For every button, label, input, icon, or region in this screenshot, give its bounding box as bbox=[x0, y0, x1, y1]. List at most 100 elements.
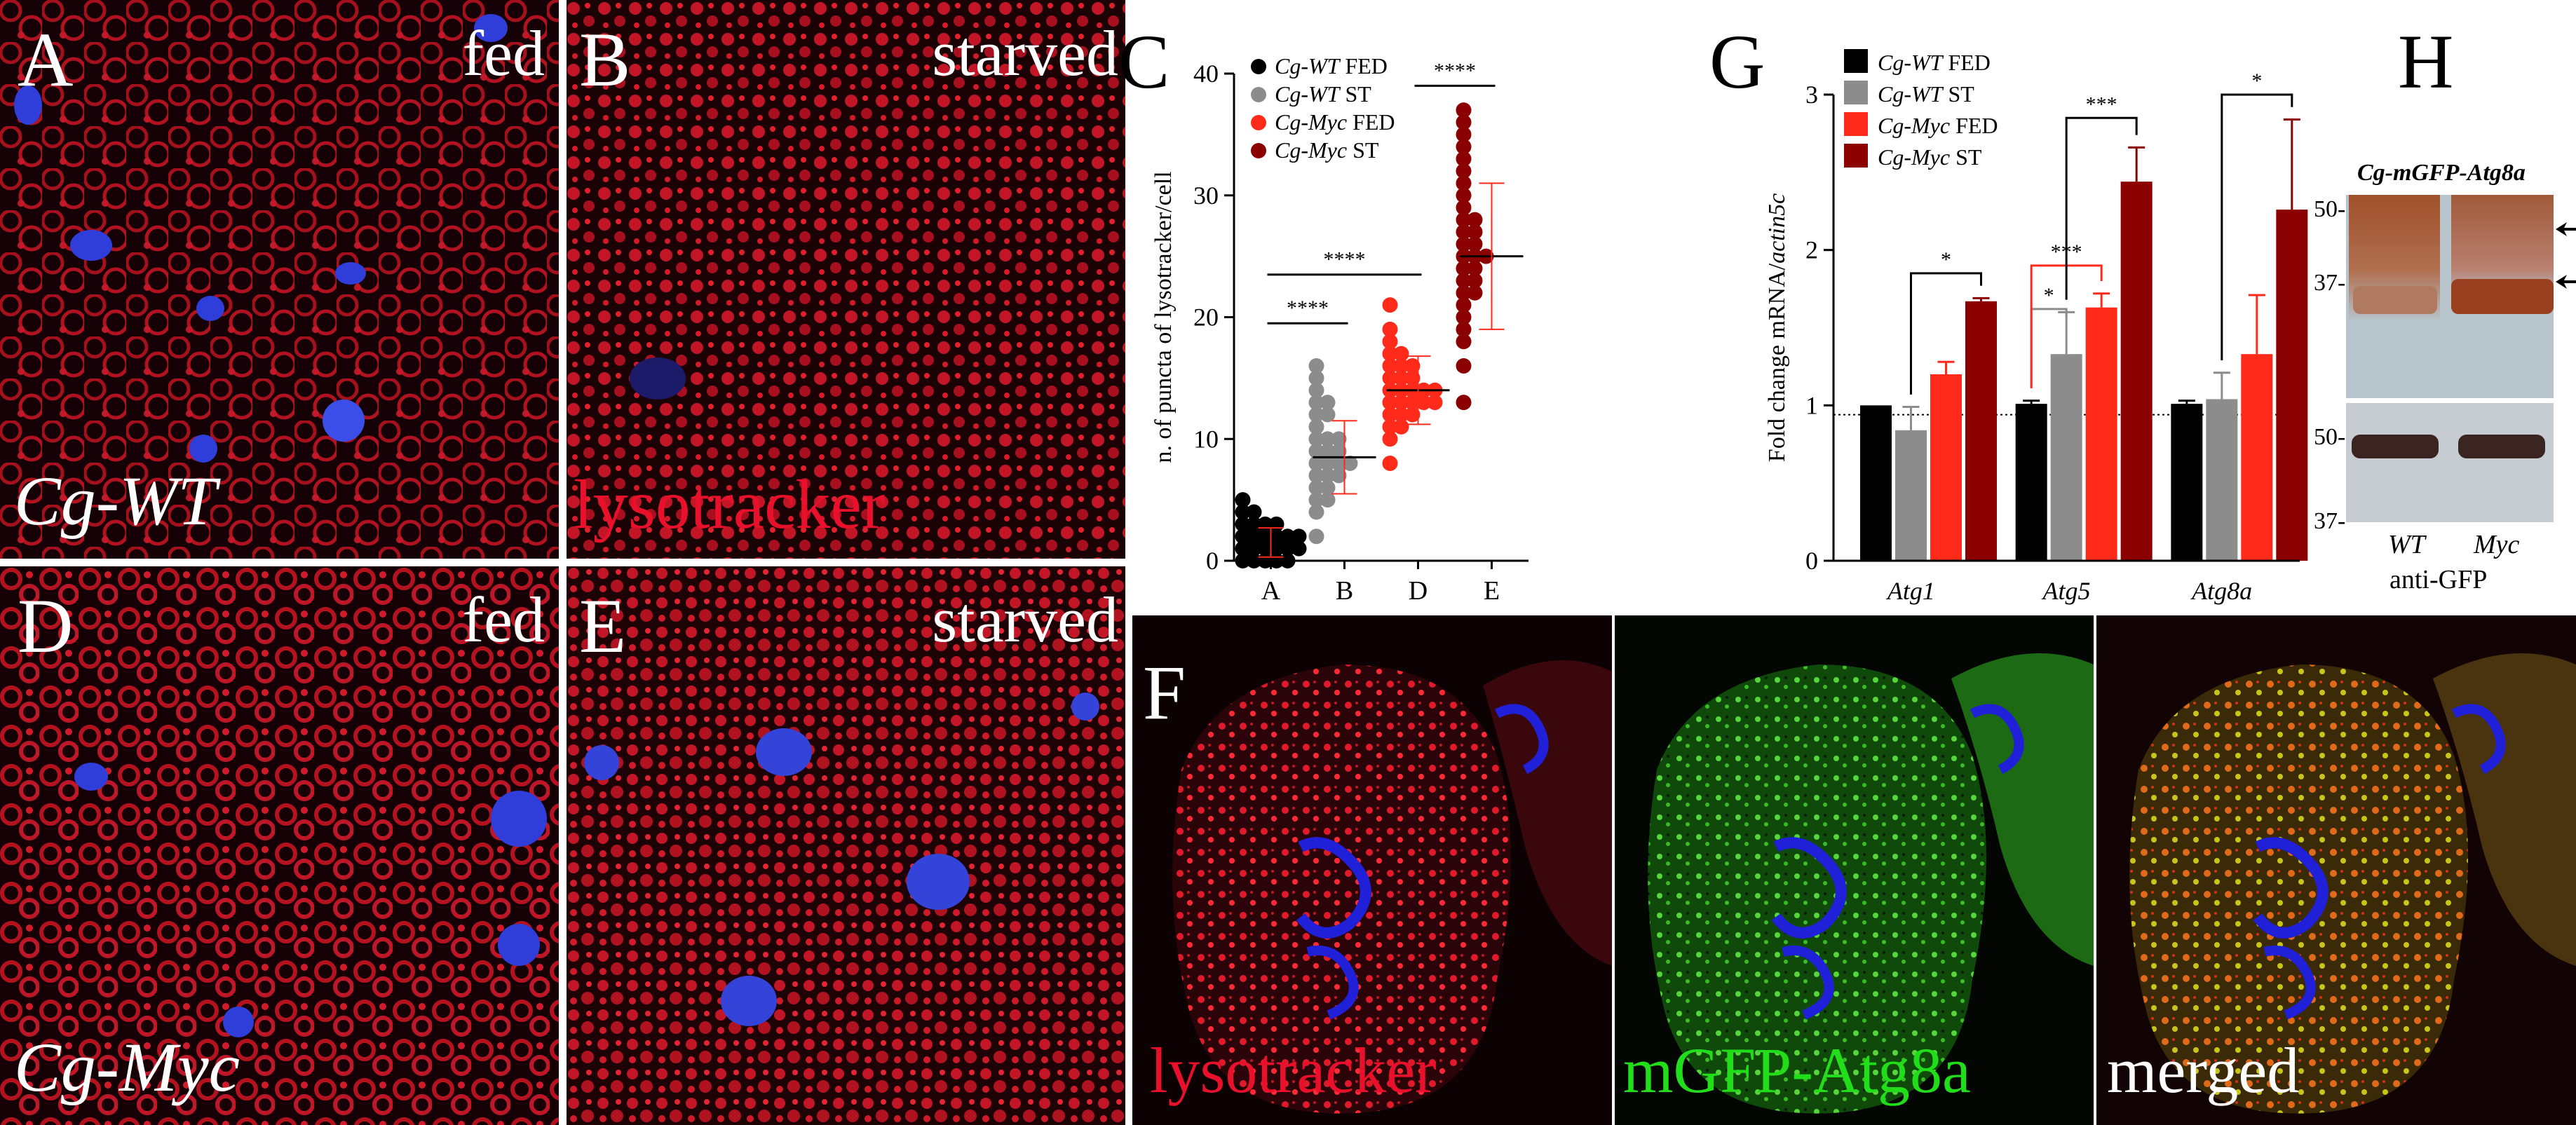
genotype-label-wt: Cg-WT bbox=[14, 462, 217, 540]
bar bbox=[2050, 354, 2082, 561]
data-point bbox=[1404, 407, 1421, 423]
lysotracker-micrograph-myc-starved bbox=[567, 566, 1125, 1125]
data-point bbox=[1382, 431, 1398, 447]
data-point bbox=[1456, 163, 1472, 179]
panel-letter-b: B bbox=[579, 17, 631, 102]
data-point bbox=[1235, 553, 1251, 568]
bar bbox=[1930, 374, 1962, 561]
data-point bbox=[1456, 114, 1472, 130]
significance-label: * bbox=[1941, 248, 1951, 271]
data-point bbox=[1246, 516, 1262, 532]
data-point bbox=[1308, 382, 1324, 398]
significance-bracket bbox=[2221, 93, 2293, 361]
channel-label-mgfp-atg8a: mGFP-Atg8a bbox=[1623, 1035, 1971, 1106]
blot-top bbox=[2346, 195, 2554, 398]
data-point bbox=[1246, 504, 1262, 520]
data-point bbox=[1308, 443, 1324, 459]
bar bbox=[2241, 354, 2273, 561]
data-point bbox=[1291, 540, 1307, 557]
micrograph-panel-f-merged: merged bbox=[2096, 615, 2576, 1125]
micrograph-panel-b: B starved lysotracker bbox=[567, 0, 1125, 559]
data-point bbox=[1342, 456, 1358, 471]
data-point bbox=[1240, 540, 1256, 557]
mgfp-atg8a-channel-image bbox=[1615, 615, 2094, 1125]
blot-bottom bbox=[2346, 403, 2554, 522]
legend-label: Cg-Myc FED bbox=[1878, 113, 1998, 138]
data-point bbox=[1456, 236, 1472, 252]
legend-label: Cg-WT ST bbox=[1878, 81, 1974, 107]
data-point bbox=[1456, 297, 1472, 313]
lysotracker-micrograph-wt-starved bbox=[567, 0, 1125, 559]
lysotracker-channel-image bbox=[1132, 615, 1612, 1125]
significance-label: * bbox=[2044, 284, 2054, 307]
lysotracker-micrograph-myc-fed bbox=[0, 566, 559, 1125]
bar bbox=[2171, 404, 2203, 561]
data-point bbox=[1456, 261, 1472, 276]
micrograph-panel-f-lysotracker: F lysotracker bbox=[1132, 615, 1612, 1125]
data-point bbox=[1235, 516, 1251, 532]
legend-swatch bbox=[1251, 115, 1266, 130]
x-tick-label: Atg5 bbox=[2042, 577, 2091, 605]
significance-label: *** bbox=[2086, 93, 2117, 116]
data-point bbox=[1320, 492, 1336, 508]
data-point bbox=[1456, 321, 1472, 337]
significance-label: **** bbox=[1324, 248, 1366, 271]
data-point bbox=[1308, 468, 1324, 484]
bar bbox=[2015, 404, 2047, 561]
data-point bbox=[1382, 297, 1398, 313]
bar bbox=[2085, 307, 2117, 561]
legend-label: Cg-WT FED bbox=[1275, 53, 1388, 79]
data-point bbox=[1456, 102, 1472, 118]
data-point bbox=[1393, 358, 1409, 374]
data-point bbox=[1308, 492, 1324, 508]
bar bbox=[1965, 301, 1997, 561]
data-point bbox=[1456, 273, 1472, 289]
legend-label: Cg-Myc FED bbox=[1275, 109, 1395, 135]
blot-marker-50-bottom: 50- bbox=[2314, 424, 2346, 450]
panel-letter-a: A bbox=[18, 17, 74, 102]
merged-channel-image bbox=[2096, 615, 2576, 1125]
data-point bbox=[1320, 443, 1336, 459]
data-point bbox=[1467, 273, 1483, 289]
blot-loading-band-myc bbox=[2458, 435, 2545, 458]
blot-antibody-label: anti-GFP bbox=[2389, 565, 2488, 594]
data-point bbox=[1320, 468, 1336, 484]
data-point bbox=[1246, 553, 1262, 568]
data-point bbox=[1456, 334, 1472, 350]
panel-letter-g: G bbox=[1709, 19, 1765, 104]
data-point bbox=[1331, 431, 1347, 447]
data-point bbox=[1467, 212, 1483, 228]
micrograph-panel-e: E starved bbox=[567, 566, 1125, 1125]
data-point bbox=[1235, 492, 1251, 508]
data-point bbox=[1308, 504, 1324, 520]
data-point bbox=[1291, 529, 1307, 545]
y-tick-label: 0 bbox=[1206, 547, 1219, 575]
micrograph-panel-d: D fed Cg-Myc bbox=[0, 566, 559, 1125]
y-tick-label: 0 bbox=[1805, 547, 1818, 575]
data-point bbox=[1257, 540, 1273, 557]
data-point bbox=[1320, 407, 1336, 423]
data-point bbox=[1456, 395, 1472, 411]
significance-label: **** bbox=[1434, 59, 1476, 82]
x-tick-label: B bbox=[1336, 576, 1353, 606]
micrograph-panel-f-gfp: mGFP-Atg8a bbox=[1615, 615, 2094, 1125]
data-point bbox=[1467, 285, 1483, 301]
panel-letter-d: D bbox=[18, 583, 74, 669]
blot-marker-37-bottom: 37- bbox=[2314, 508, 2346, 534]
y-tick-label: 20 bbox=[1193, 304, 1219, 332]
data-point bbox=[1235, 504, 1251, 520]
legend-swatch bbox=[1844, 112, 1868, 136]
bar bbox=[1860, 405, 1892, 561]
channel-label-merged: merged bbox=[2107, 1035, 2300, 1106]
data-point bbox=[1331, 456, 1347, 471]
x-tick-label: Atg8a bbox=[2190, 577, 2252, 605]
channel-label-lysotracker: lysotracker bbox=[1150, 1035, 1437, 1106]
data-point bbox=[1308, 479, 1324, 496]
panel-letter-f: F bbox=[1143, 650, 1186, 735]
bar-chart-fold-change: 0 1 2 3 Atg1 Atg5 Atg8a Fold change mRNA/actin5… bbox=[1764, 49, 2308, 605]
arrow-icon-upper-band bbox=[2556, 222, 2576, 236]
data-point bbox=[1308, 529, 1324, 545]
micrograph-panel-a: A fed Cg-WT bbox=[0, 0, 559, 559]
significance-bracket bbox=[2065, 116, 2138, 300]
data-point bbox=[1393, 370, 1409, 386]
